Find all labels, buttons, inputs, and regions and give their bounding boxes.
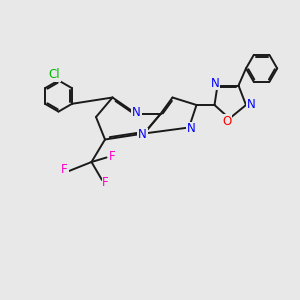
Text: Cl: Cl <box>48 68 60 82</box>
Text: F: F <box>109 149 115 163</box>
Text: N: N <box>187 122 196 136</box>
Text: N: N <box>132 106 141 119</box>
Text: N: N <box>247 98 256 112</box>
Text: O: O <box>223 115 232 128</box>
Text: F: F <box>61 163 68 176</box>
Text: N: N <box>138 128 147 142</box>
Text: F: F <box>102 176 109 189</box>
Text: N: N <box>211 76 220 90</box>
